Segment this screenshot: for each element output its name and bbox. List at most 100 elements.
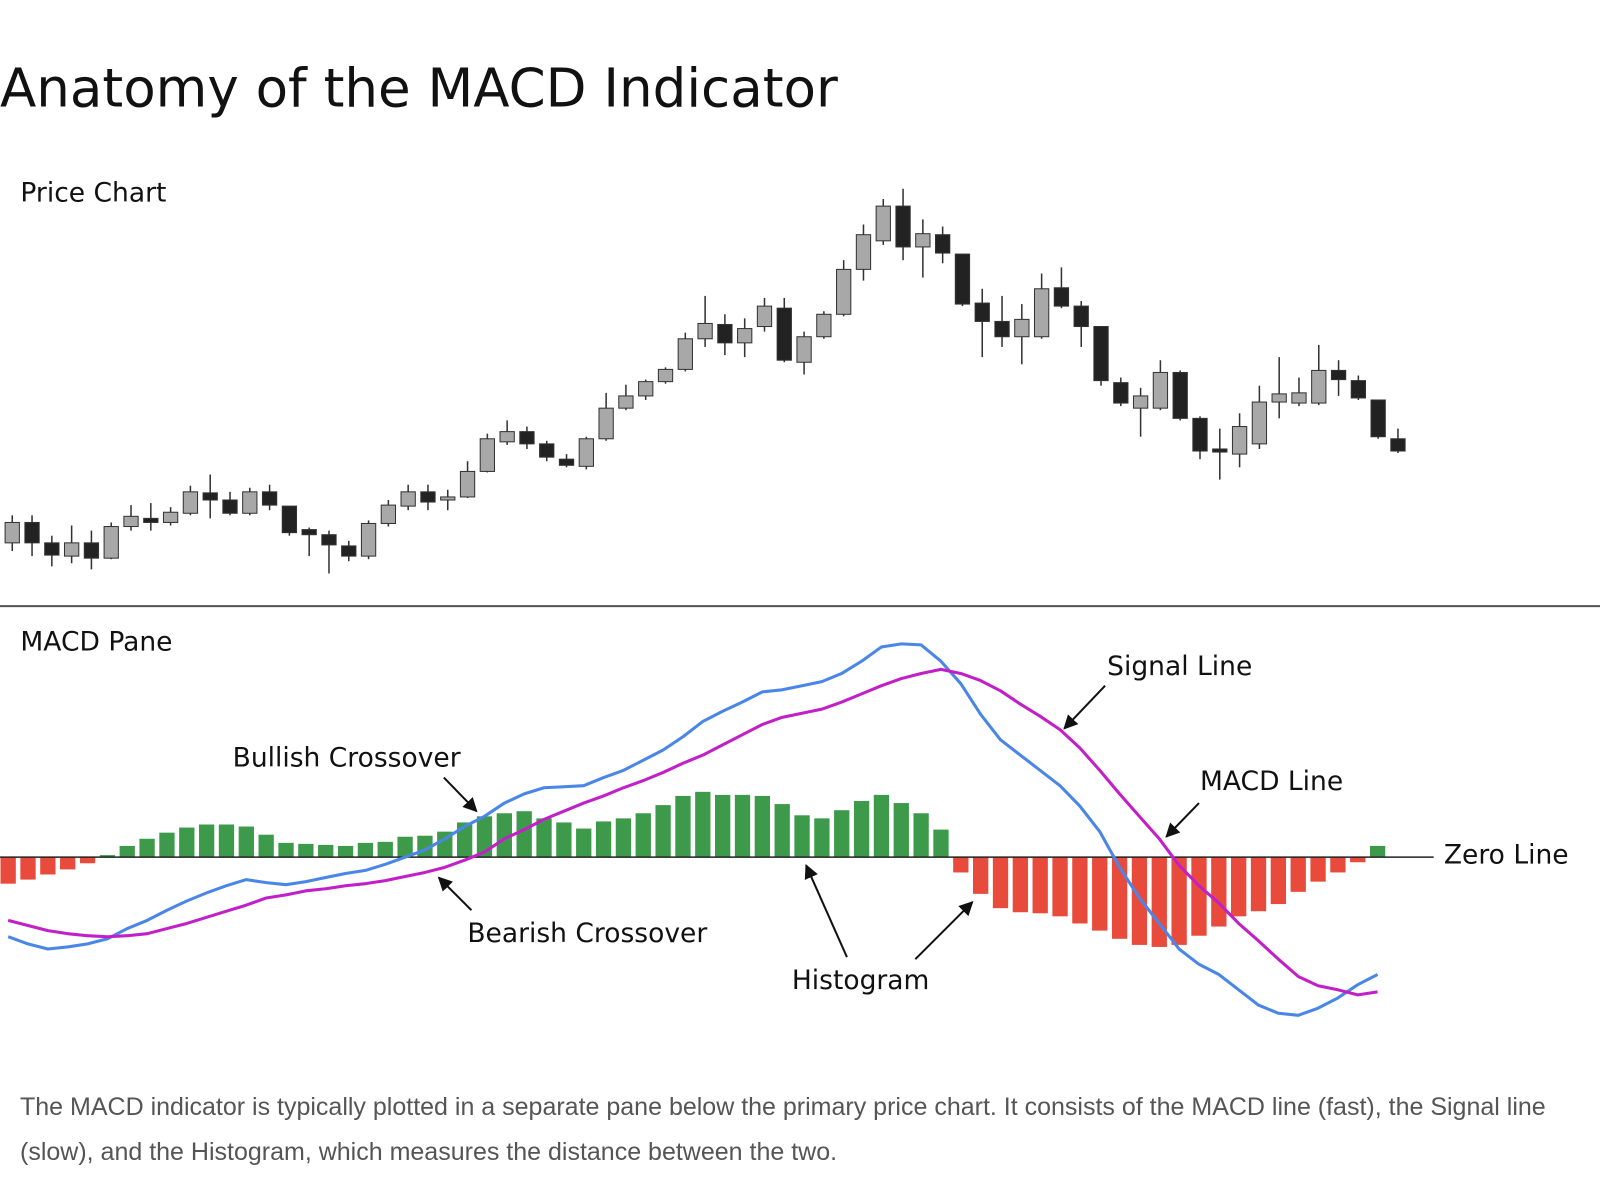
histogram-bar [1270,857,1287,905]
candle-body [697,322,713,340]
candle-body [1033,288,1050,338]
candle-body [242,491,258,514]
histogram-bar [0,857,16,884]
candle-body [143,517,159,523]
annotation: Zero Line [1444,840,1569,871]
candle-body [855,234,872,270]
histogram-bar [99,855,116,858]
histogram-bar [953,857,969,873]
histogram-bar [318,844,334,858]
candle-body [1152,371,1169,409]
annotations: Signal Line MACD Line Zero Line Bullish … [233,651,1569,996]
histogram-bar [377,841,393,858]
candle-body [1172,371,1188,419]
candle-body [1113,382,1129,404]
histogram-bar [159,832,175,858]
candle-body [63,542,80,557]
candle-body [1390,438,1406,452]
histogram-bar [179,827,195,858]
annotation: Histogram [792,965,930,996]
candle-body [974,302,990,322]
histogram-bar [456,822,473,858]
histogram-bar [992,857,1009,909]
histogram-bar [734,794,751,858]
arrow [1063,685,1106,730]
title: Anatomy of the MACD Indicator [0,57,838,119]
candle-body [816,313,832,338]
arrow [804,864,848,958]
histogram-bar [834,810,850,858]
candle-body [162,511,179,523]
candle-body [558,458,575,466]
histogram-bar [1211,857,1227,927]
histogram-bar [258,834,274,858]
histogram-bar [278,842,294,858]
candle-body [440,496,456,501]
candle-body [895,205,911,248]
candle-body [915,233,931,248]
candle-body [479,438,496,472]
histogram-bar [1310,857,1326,882]
candle-body [202,492,218,501]
candle-body [1014,318,1030,338]
candle-body [1291,392,1307,404]
histogram-bar [1330,857,1346,873]
candle-body [420,491,436,503]
candle-body [321,534,337,546]
histogram-bar [576,828,592,858]
histogram-bar [1012,857,1029,913]
candle-body [400,491,416,507]
candle-body [1350,380,1367,399]
histogram-bar [1369,845,1386,858]
candle-body [103,526,119,559]
candle-body [1212,448,1228,453]
histogram-bar [1171,857,1187,945]
candle-body [1370,399,1386,438]
candle-body [1192,417,1208,452]
candle-body [994,320,1010,338]
candle-body [1093,326,1109,382]
candle-body [836,268,852,315]
annotation: Signal Line [1107,651,1252,682]
histogram-bar [754,795,770,858]
caption: The MACD indicator is typically plotted … [20,1093,1546,1166]
histogram-bar [298,843,314,858]
candle-body [1073,305,1089,328]
histogram-bar [139,838,155,858]
histogram-bar [40,857,56,875]
candle-body [875,205,891,242]
histogram-bar [516,811,532,858]
histogram-bar [635,813,651,858]
histogram-bar [20,857,36,880]
candle-body [341,545,357,557]
histogram-bar [893,803,909,858]
histogram-bar [337,845,354,858]
histogram-bar [496,813,512,858]
candle-body [123,515,139,528]
candle-body [380,504,397,524]
candle-body [1330,369,1347,381]
histogram-bar [933,829,949,858]
histogram-bar [853,801,870,858]
candle-body [598,407,614,440]
histogram-bar [79,857,96,864]
candle-body [717,323,733,344]
histogram-bar [595,821,612,858]
candle-body [499,431,515,443]
candle-body [261,491,278,506]
histogram-bar [60,857,76,870]
histogram-bar [1092,857,1108,931]
candles [4,188,1406,574]
pane-title: MACD Pane [20,626,172,657]
annotation: Bearish Crossover [467,918,707,949]
candle-body [756,305,773,328]
candle-body [459,470,476,498]
histogram-bar [1350,857,1366,863]
histogram-bar [1250,857,1267,912]
candle-body [44,542,60,556]
histogram-bar [973,857,989,894]
candle-body [578,438,594,467]
histogram-bar [1072,857,1088,924]
